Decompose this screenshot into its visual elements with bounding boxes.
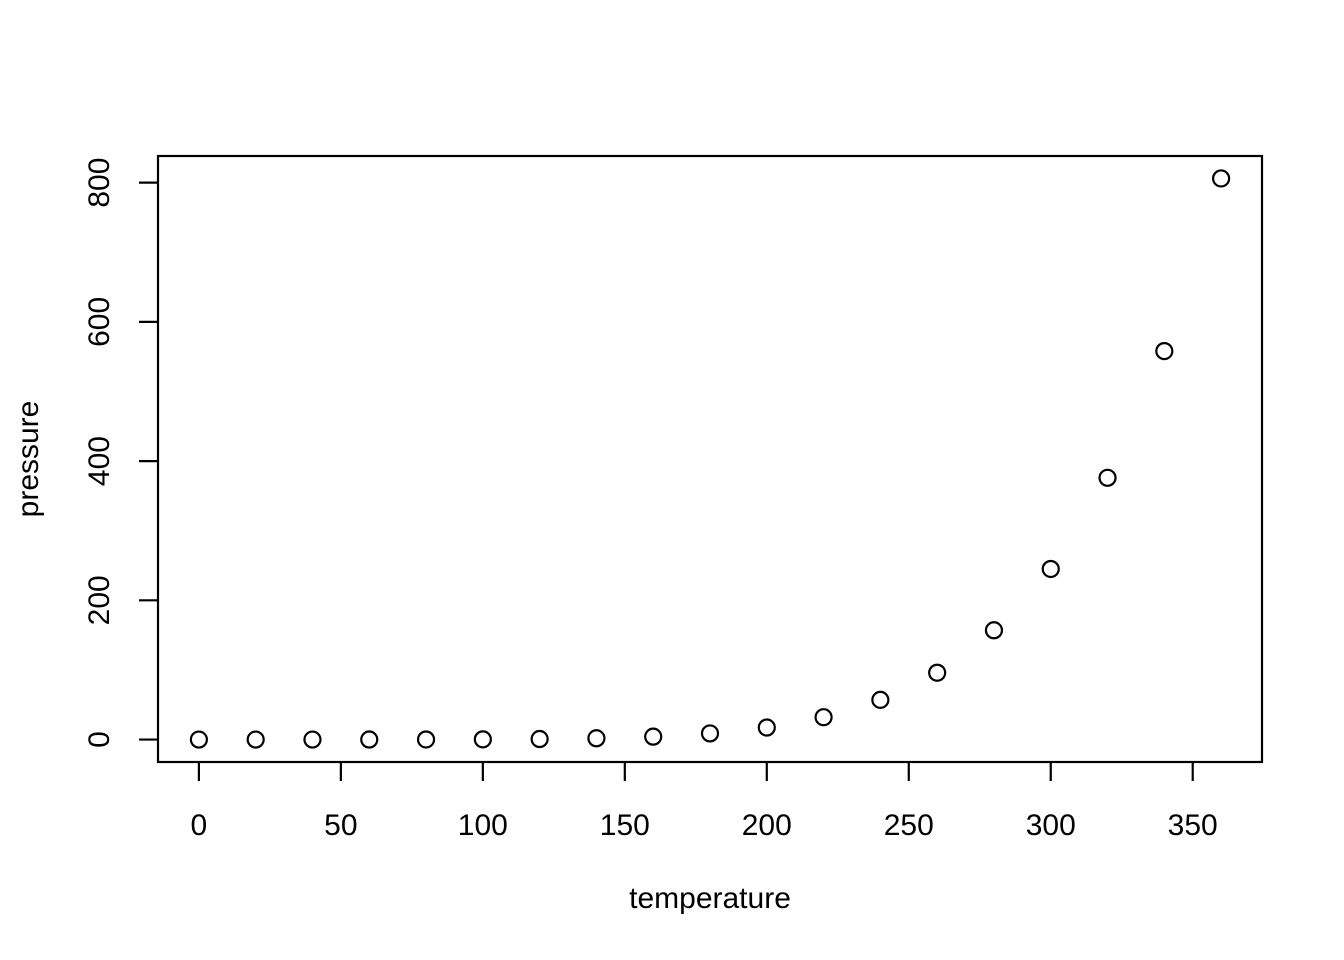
data-point — [757, 718, 776, 737]
data-points — [189, 169, 1231, 749]
data-point — [1041, 559, 1060, 579]
data-point — [871, 690, 890, 709]
y-tick-label: 400 — [83, 436, 116, 486]
data-point — [473, 730, 492, 749]
x-tick-label: 350 — [1168, 809, 1218, 842]
data-point — [416, 730, 436, 749]
y-tick-label: 0 — [83, 731, 116, 748]
y-axis-title: pressure — [12, 401, 45, 518]
y-tick-label: 800 — [83, 158, 116, 208]
plot-frame — [156, 154, 1264, 764]
data-point — [530, 729, 549, 749]
x-tick-label: 50 — [324, 809, 357, 842]
data-point — [1098, 468, 1117, 487]
x-tick-label: 0 — [191, 809, 208, 842]
x-tick-label: 100 — [458, 809, 508, 842]
x-tick-label: 150 — [600, 809, 650, 842]
data-point — [246, 730, 265, 749]
data-point — [984, 621, 1004, 640]
x-tick-label: 250 — [884, 809, 934, 842]
x-tick-label: 300 — [1026, 809, 1076, 842]
data-point — [189, 730, 208, 749]
y-axis: 0 200 400 600 800 — [83, 158, 158, 748]
x-axis: 0 50 100 150 200 250 300 350 — [191, 762, 1218, 842]
x-tick-label: 200 — [742, 809, 792, 842]
plot-box — [156, 154, 1264, 764]
data-point — [360, 730, 379, 749]
x-axis-title: temperature — [629, 882, 791, 915]
data-point — [587, 729, 606, 748]
data-point — [644, 727, 663, 746]
data-point — [1155, 341, 1174, 361]
data-point — [1212, 169, 1231, 188]
data-point — [700, 724, 720, 743]
data-point — [928, 663, 947, 682]
data-point — [814, 708, 833, 727]
y-tick-label: 600 — [83, 297, 116, 347]
y-tick-label: 200 — [83, 575, 116, 625]
data-point — [303, 730, 322, 749]
